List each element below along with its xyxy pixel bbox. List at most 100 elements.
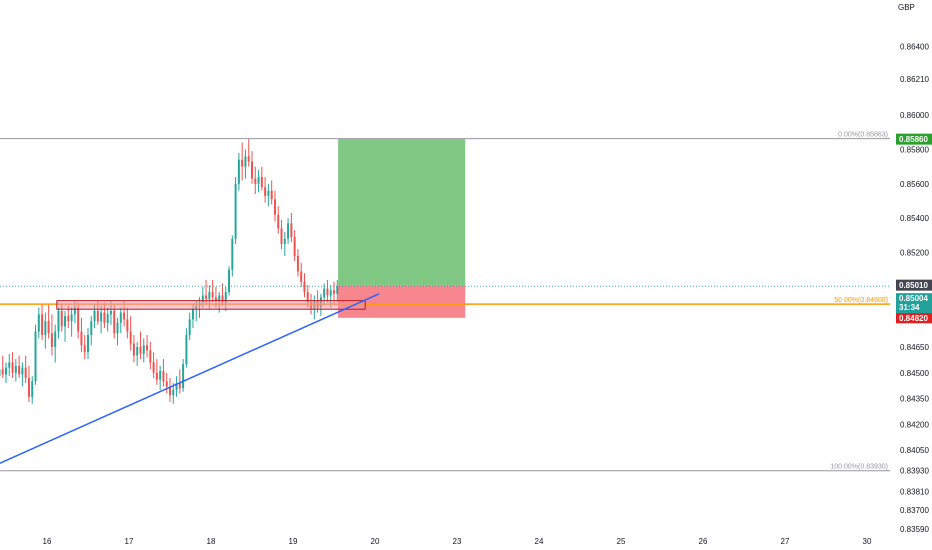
y-tick-label: 0.83590 xyxy=(900,525,929,534)
y-tick-label: 0.83700 xyxy=(900,506,929,515)
y-tick-label: 0.84050 xyxy=(900,446,929,455)
candle-body xyxy=(231,238,234,270)
candle-body xyxy=(162,371,165,382)
candle-body xyxy=(283,238,286,244)
candle-body xyxy=(27,377,30,397)
candle-body xyxy=(73,307,76,315)
candle-body xyxy=(270,190,273,200)
candle-body xyxy=(142,345,145,354)
candle-body xyxy=(159,371,162,380)
candle-body xyxy=(306,292,309,303)
candle-body xyxy=(155,372,158,380)
x-tick-label: 20 xyxy=(371,537,380,546)
candle-body xyxy=(175,383,178,390)
candle-body xyxy=(260,176,263,188)
y-tick-label: 0.84500 xyxy=(900,369,929,378)
candle-body xyxy=(34,331,37,382)
candle-body xyxy=(165,381,168,387)
candle-body xyxy=(280,228,283,244)
price-axis[interactable]: GBP 0.864000.862100.860000.858000.856000… xyxy=(898,3,929,534)
candle-body xyxy=(57,310,60,332)
candle-body xyxy=(109,310,112,315)
x-tick-label: 25 xyxy=(617,537,626,546)
candle-body xyxy=(54,331,57,348)
candle-body xyxy=(234,183,237,239)
candle-body xyxy=(247,156,250,162)
y-tick-label: 0.85400 xyxy=(900,214,929,223)
candle-body xyxy=(37,314,40,332)
x-tick-label: 30 xyxy=(863,537,872,546)
candle-body xyxy=(21,367,24,375)
candle-body xyxy=(191,309,194,320)
candle-body xyxy=(18,365,21,375)
candle-body xyxy=(277,214,280,229)
entry-price-tag-bg xyxy=(896,279,932,291)
currency-label: GBP xyxy=(898,3,915,12)
x-tick-label: 24 xyxy=(535,537,544,546)
candle-body xyxy=(287,223,290,239)
candle-body xyxy=(169,386,171,396)
candle-body xyxy=(228,269,231,293)
target-price-tag-label: 0.85860 xyxy=(899,135,928,144)
candle-body xyxy=(241,159,244,167)
candle-body xyxy=(90,321,93,335)
candle-body xyxy=(113,310,116,334)
candle-body xyxy=(146,345,149,351)
target-price-tag-bg xyxy=(896,133,932,145)
candle-timer-label: 31:34 xyxy=(899,303,920,312)
candle-body xyxy=(300,271,303,282)
y-tick-label: 0.84350 xyxy=(900,395,929,404)
candle-body xyxy=(254,178,257,184)
candle-body xyxy=(5,367,7,375)
candle-body xyxy=(64,316,67,327)
candle-body xyxy=(149,350,152,363)
candle-body xyxy=(336,286,339,294)
y-tick-label: 0.86400 xyxy=(900,42,929,51)
candle-body xyxy=(201,295,204,303)
candle-body xyxy=(77,307,80,332)
candle-body xyxy=(323,288,326,298)
candle-body xyxy=(214,297,217,301)
current-price-tag-bg xyxy=(896,293,932,314)
plot-area[interactable] xyxy=(0,139,339,462)
y-tick-label: 0.84200 xyxy=(900,420,929,429)
candle-body xyxy=(123,312,126,320)
candle-body xyxy=(93,310,96,322)
y-tick-label: 0.85200 xyxy=(900,249,929,258)
candle-body xyxy=(14,365,17,373)
x-tick-label: 19 xyxy=(289,537,298,546)
candle-body xyxy=(1,369,4,375)
candle-body xyxy=(31,381,34,397)
candle-body xyxy=(126,319,129,332)
candle-body xyxy=(116,322,119,334)
candle-body xyxy=(303,281,306,293)
candle-body xyxy=(70,314,73,322)
trendline xyxy=(0,293,380,464)
y-tick-label: 0.83810 xyxy=(900,487,929,496)
candle-body xyxy=(218,295,221,301)
candle-body xyxy=(188,319,191,335)
candle-body xyxy=(293,237,296,256)
y-tick-label: 0.83930 xyxy=(900,467,929,476)
y-tick-label: 0.86000 xyxy=(900,111,929,120)
candle-body xyxy=(290,223,293,238)
candle-body xyxy=(83,345,86,353)
candle-body xyxy=(47,321,50,334)
candle-body xyxy=(139,347,142,354)
candle-body xyxy=(208,292,211,299)
time-axis[interactable]: 16 17 18 19 20 23 24 25 26 27 30 xyxy=(43,537,872,546)
candle-body xyxy=(60,310,63,327)
candle-body xyxy=(67,316,70,322)
candle-body xyxy=(152,362,155,373)
candle-body xyxy=(251,161,253,179)
candle-body xyxy=(244,156,247,167)
candle-body xyxy=(221,295,224,303)
candle-body xyxy=(129,331,132,344)
candle-body xyxy=(267,190,270,196)
candle-body xyxy=(185,334,188,365)
entry-price-tag-label: 0.85010 xyxy=(899,281,928,290)
y-tick-label: 0.86210 xyxy=(900,75,929,84)
candle-body xyxy=(296,255,299,272)
